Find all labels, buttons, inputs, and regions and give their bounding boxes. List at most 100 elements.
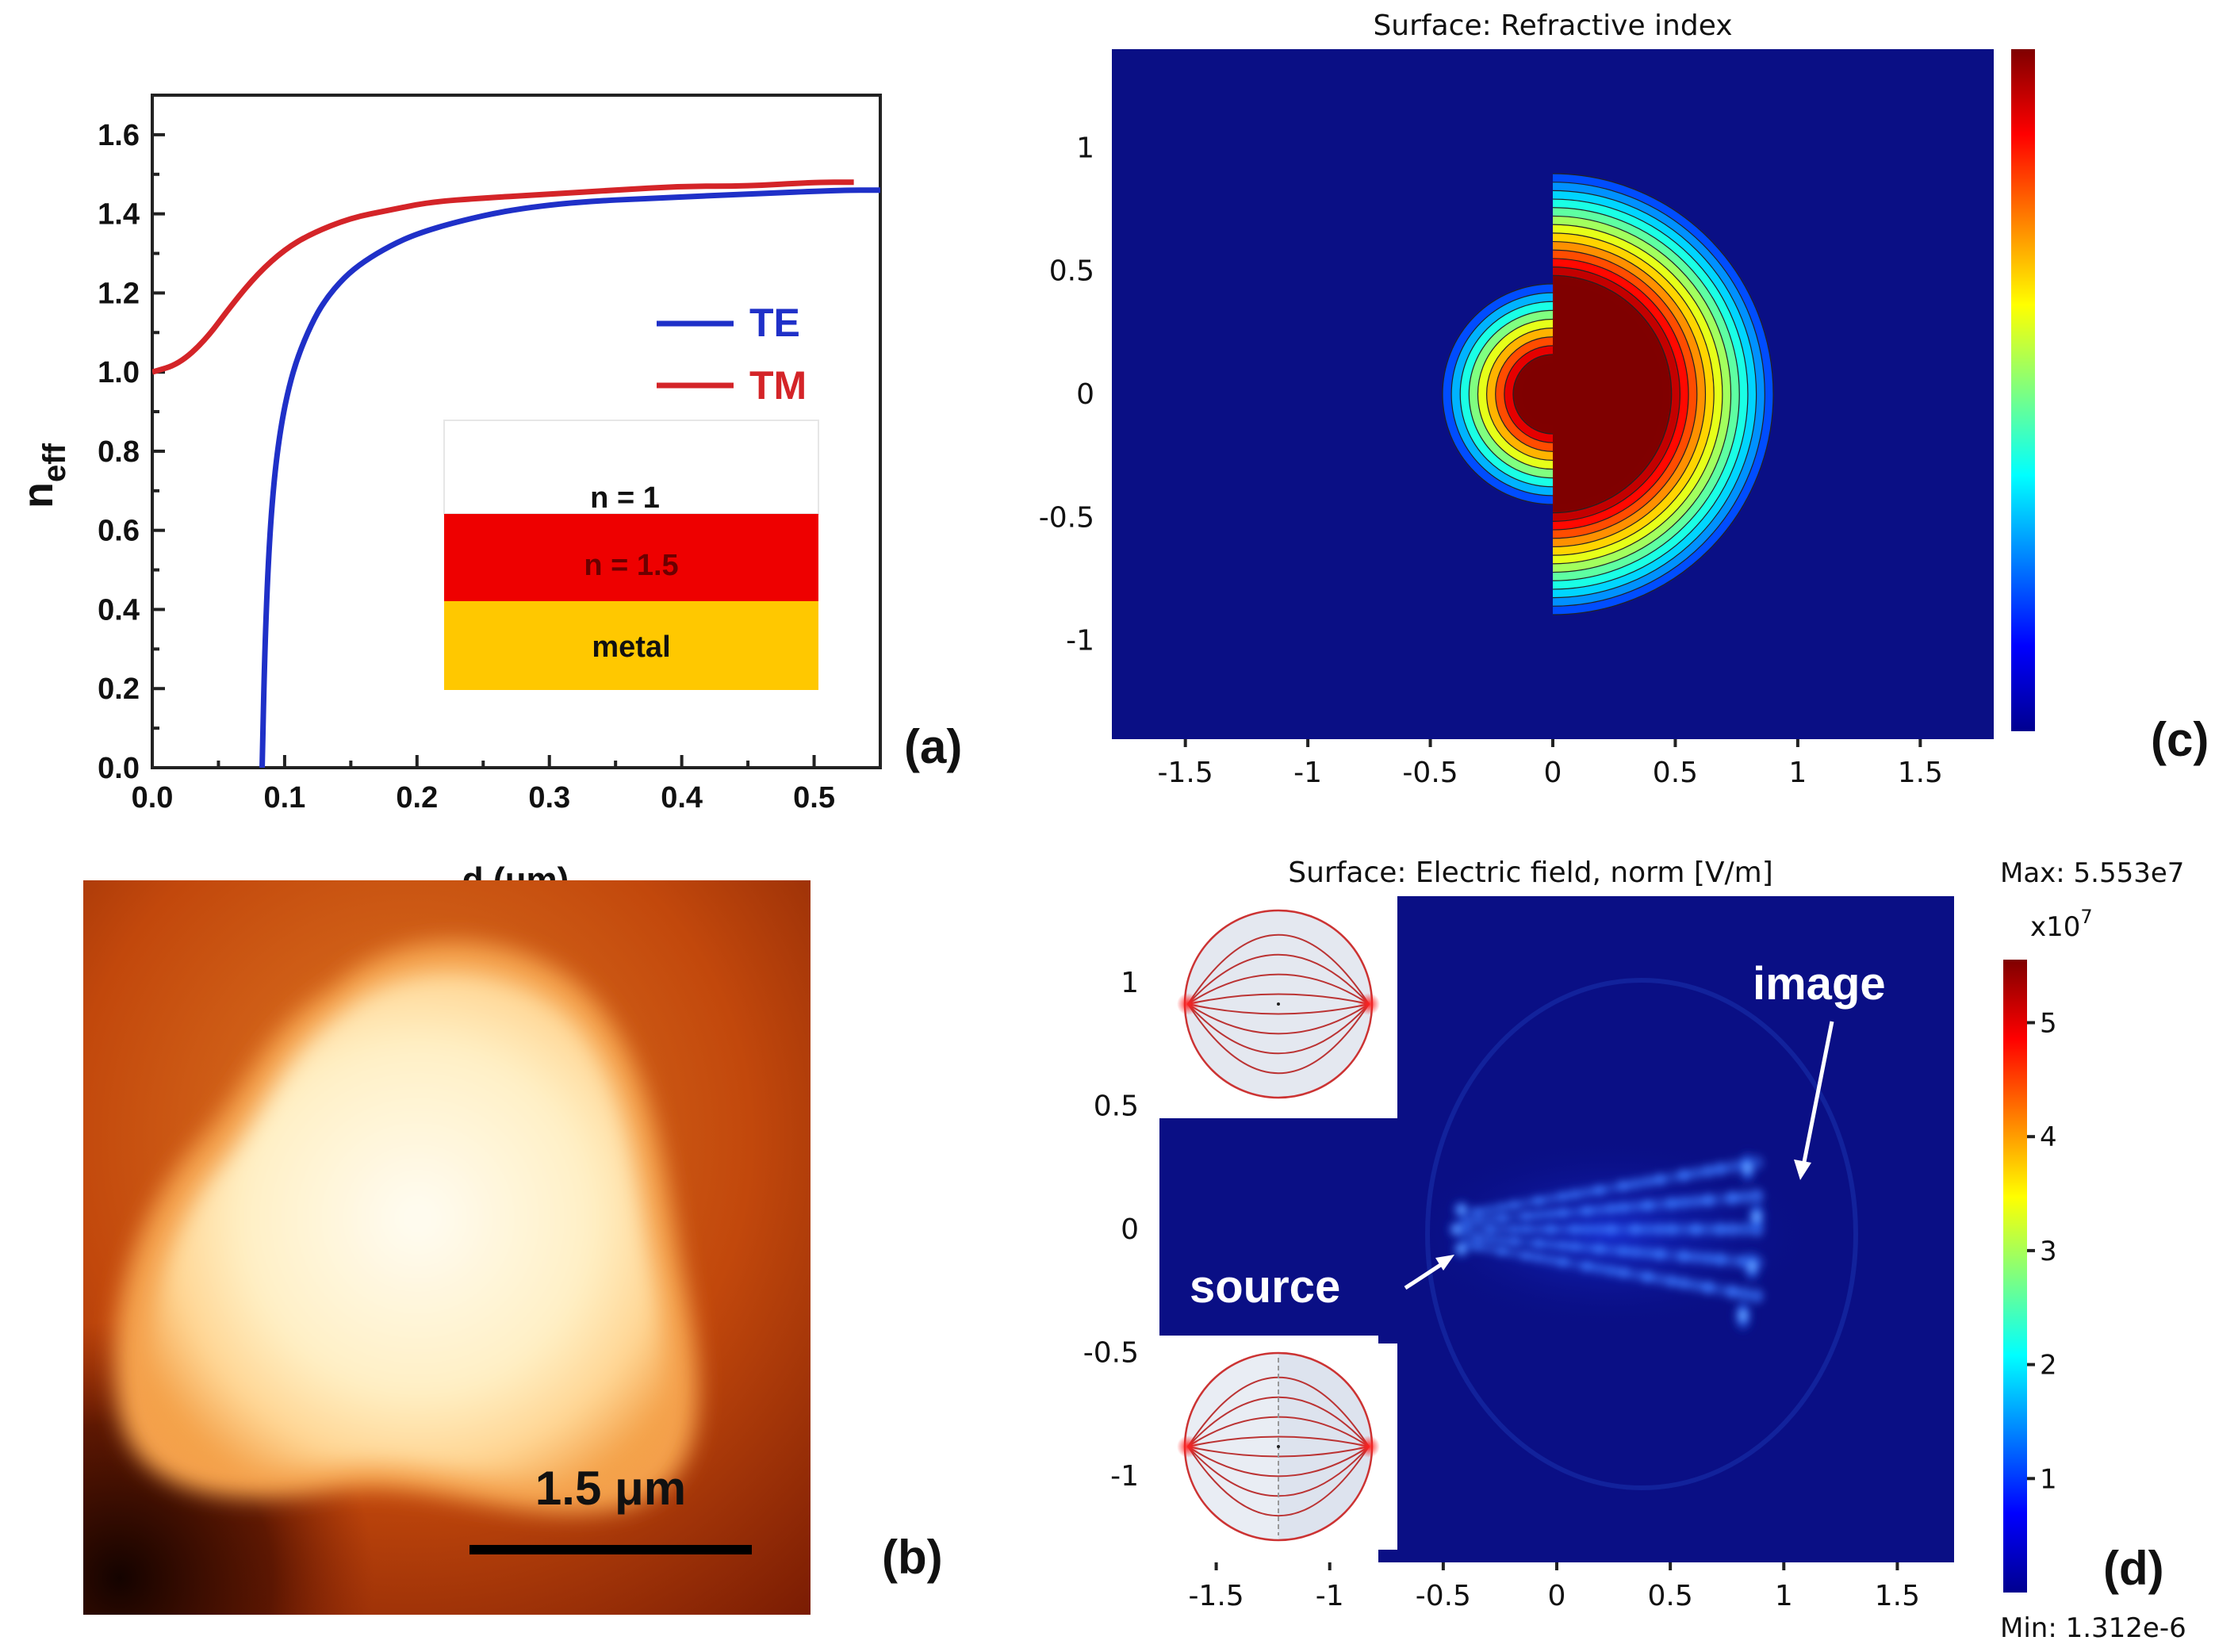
field-fringe bbox=[1567, 1206, 1582, 1217]
y-tick-label: 1.6 bbox=[98, 119, 140, 152]
panel-d-label: (d) bbox=[2103, 1542, 2164, 1595]
y-tick-label: -0.5 bbox=[1039, 501, 1094, 534]
y-tick-label: 0.4 bbox=[98, 593, 140, 627]
field-fringe bbox=[1615, 1223, 1631, 1236]
field-fringe bbox=[1725, 1253, 1740, 1267]
inset-air-layer bbox=[443, 420, 819, 515]
y-tick-label: 1.4 bbox=[98, 198, 140, 232]
inset-air-label: n = 1 bbox=[590, 481, 660, 515]
field-fringe bbox=[1580, 1186, 1595, 1198]
inset-focal-point bbox=[1177, 1435, 1199, 1458]
y-tick-label: 0.2 bbox=[98, 673, 140, 706]
field-fringe bbox=[1483, 1215, 1498, 1224]
field-fringe bbox=[1652, 1198, 1667, 1211]
y-tick-label: 0.6 bbox=[98, 515, 140, 548]
field-fringe bbox=[1495, 1236, 1510, 1245]
inset-ray bbox=[1187, 1003, 1370, 1015]
scale-bar-text: 1.5 μm bbox=[535, 1462, 686, 1515]
legend-te-label: TE bbox=[749, 301, 800, 345]
series-line-tm bbox=[152, 179, 854, 375]
field-fringe bbox=[1592, 1204, 1607, 1216]
field-fringe bbox=[1567, 1189, 1582, 1200]
field-fringe bbox=[1483, 1245, 1498, 1254]
field-fringe bbox=[1628, 1223, 1643, 1236]
inset-ray bbox=[1187, 953, 1370, 1005]
field-fringe bbox=[1519, 1225, 1534, 1234]
field-fringe bbox=[1725, 1285, 1740, 1299]
panel-b-label: (b) bbox=[882, 1531, 943, 1584]
series-line-te bbox=[259, 187, 880, 768]
y-tick-label: 1 bbox=[1076, 132, 1094, 164]
field-fringe bbox=[1531, 1239, 1546, 1248]
inset-ray bbox=[1187, 973, 1370, 1005]
field-fringe bbox=[1677, 1277, 1692, 1290]
field-fringe bbox=[1495, 1247, 1510, 1256]
focusing-beam bbox=[1446, 1148, 1768, 1335]
panel-d-chart: Surface: Electric field, norm [V/m] Max:… bbox=[1083, 857, 2186, 1644]
field-fringe bbox=[1519, 1251, 1534, 1261]
lens-left-half bbox=[1442, 283, 1553, 505]
field-fringe bbox=[1470, 1243, 1485, 1251]
panel-c-colorbar bbox=[2011, 49, 2035, 731]
field-fringe bbox=[1700, 1281, 1715, 1294]
x-tick-label: 1 bbox=[1788, 757, 1807, 789]
field-fringe bbox=[1604, 1244, 1619, 1255]
field-fringe bbox=[1519, 1198, 1534, 1208]
field-fringe bbox=[1615, 1267, 1631, 1278]
y-tick-label: 1 bbox=[1121, 967, 1139, 999]
field-fringe bbox=[1713, 1192, 1728, 1206]
layer-inset: n = 1 n = 1.5 metal bbox=[443, 420, 819, 690]
legend-tm-label: TM bbox=[749, 363, 807, 408]
field-fringe bbox=[1677, 1169, 1692, 1182]
colorbar-tick-label: 1 bbox=[2040, 1463, 2057, 1495]
field-fringe bbox=[1615, 1180, 1631, 1192]
field-fringe bbox=[1749, 1289, 1764, 1303]
field-fringe bbox=[1652, 1223, 1667, 1236]
field-fringe bbox=[1700, 1194, 1715, 1207]
field-fringe bbox=[1677, 1223, 1692, 1236]
colorbar-tick-label: 4 bbox=[2040, 1121, 2057, 1153]
field-fringe bbox=[1725, 1191, 1740, 1205]
source-arrow bbox=[1404, 1259, 1448, 1290]
inset-ray bbox=[1187, 934, 1370, 1005]
x-tick-label: -1.5 bbox=[1188, 1580, 1244, 1612]
x-tick-label: -0.5 bbox=[1416, 1580, 1471, 1612]
field-fringe bbox=[1700, 1222, 1715, 1236]
field-fringe bbox=[1555, 1224, 1570, 1235]
field-fringe bbox=[1470, 1225, 1485, 1234]
field-fringe bbox=[1700, 1251, 1715, 1265]
y-tick-label: -1 bbox=[1066, 625, 1094, 657]
field-fringe bbox=[1604, 1265, 1619, 1276]
field-fringe bbox=[1640, 1247, 1655, 1259]
field-fringe bbox=[1615, 1245, 1631, 1257]
field-fringe bbox=[1567, 1259, 1582, 1270]
field-fringe bbox=[1519, 1211, 1534, 1221]
y-tick-label: 0.8 bbox=[98, 435, 140, 469]
inset-ray bbox=[1187, 993, 1370, 1005]
multiplier-exponent: 7 bbox=[2080, 906, 2092, 928]
max-value-text: Max: 5.553e7 bbox=[2000, 857, 2184, 889]
min-value-text: Min: 1.312e-6 bbox=[2000, 1612, 2186, 1644]
field-fringe bbox=[1628, 1246, 1643, 1258]
inset-metal-label: metal bbox=[592, 631, 670, 664]
inset-ray bbox=[1187, 1435, 1370, 1447]
field-fringe bbox=[1507, 1236, 1522, 1246]
field-fringe bbox=[1700, 1164, 1715, 1178]
x-tick-label: 1 bbox=[1775, 1580, 1793, 1612]
panel-c-title: Surface: Refractive index bbox=[1373, 10, 1732, 42]
field-fringe bbox=[1531, 1253, 1546, 1263]
x-tick-label: 0 bbox=[1544, 757, 1562, 789]
image-arrowhead bbox=[1794, 1159, 1811, 1180]
field-fringe bbox=[1713, 1252, 1728, 1267]
colorbar-tick-label: 5 bbox=[2040, 1007, 2057, 1039]
field-fringe bbox=[1604, 1224, 1619, 1235]
field-fringe bbox=[1531, 1210, 1546, 1220]
field-fringe bbox=[1725, 1159, 1740, 1174]
panel-d-colorbar bbox=[2003, 960, 2027, 1593]
field-fringe bbox=[1470, 1207, 1485, 1216]
field-fringe bbox=[1567, 1241, 1582, 1252]
x-tick-label: 0.2 bbox=[396, 781, 438, 815]
image-spot bbox=[1741, 1247, 1764, 1286]
x-tick-label: 0.5 bbox=[1653, 757, 1698, 789]
field-fringe bbox=[1483, 1225, 1498, 1234]
